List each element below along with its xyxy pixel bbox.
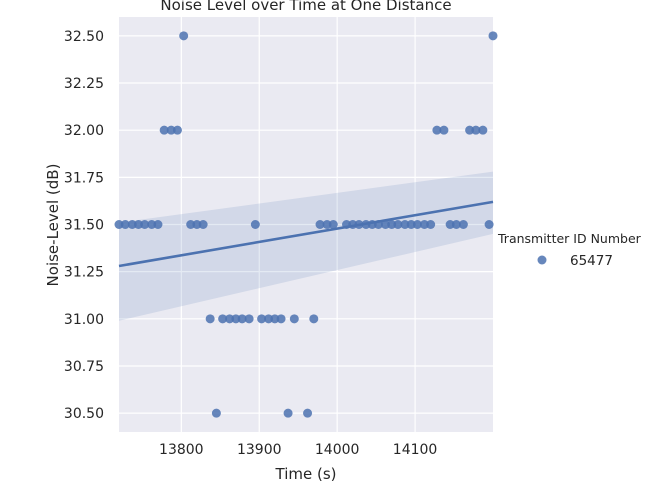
data-point (225, 314, 235, 324)
data-point (172, 125, 182, 135)
x-axis-label: Time (s) (275, 465, 337, 483)
regression-line (118, 200, 494, 268)
y-tick-label: 31.75 (64, 170, 104, 186)
data-point (488, 31, 498, 41)
data-point (484, 220, 494, 229)
data-point (192, 220, 202, 229)
y-tick-label: 32.50 (64, 29, 104, 45)
x-tick-labels: 13800 13900 14000 14100 (159, 442, 437, 458)
data-point (147, 220, 157, 229)
data-point (445, 220, 455, 229)
data-point (393, 220, 403, 229)
data-point (309, 314, 319, 324)
data-point (283, 408, 293, 418)
y-tick-label: 32.00 (64, 123, 104, 139)
data-point (328, 220, 338, 229)
y-axis-label: Noise-Level (dB) (44, 164, 62, 287)
data-point (315, 220, 325, 229)
data-point (458, 220, 468, 229)
data-point (406, 220, 416, 229)
data-point (257, 314, 267, 324)
data-point (186, 220, 196, 229)
data-point (205, 314, 215, 324)
data-point (114, 220, 124, 229)
x-tick-label: 13800 (159, 442, 204, 458)
y-tick-label: 30.75 (64, 359, 104, 375)
data-point (140, 220, 150, 229)
data-point (451, 220, 461, 229)
data-point (478, 125, 488, 135)
y-tick-label: 30.50 (64, 406, 104, 422)
y-tick-label: 31.25 (64, 265, 104, 281)
data-point (303, 408, 313, 418)
data-point (264, 314, 274, 324)
data-point (432, 125, 442, 135)
x-tick-label: 14000 (315, 442, 360, 458)
y-tick-label: 32.25 (64, 76, 104, 92)
data-point (218, 314, 228, 324)
data-point (380, 220, 390, 229)
data-point (127, 220, 137, 229)
x-tick-label: 14100 (393, 442, 438, 458)
legend-label: 65477 (570, 253, 613, 269)
legend-marker (537, 255, 547, 265)
data-point (237, 314, 247, 324)
data-point (471, 125, 481, 135)
y-tick-label: 31.00 (64, 312, 104, 328)
confidence-band (119, 171, 493, 321)
data-point (439, 125, 449, 135)
data-point (465, 125, 475, 135)
data-point (153, 220, 163, 229)
data-point (159, 125, 169, 135)
data-point (211, 408, 221, 418)
data-point (387, 220, 397, 229)
data-point (322, 220, 332, 229)
chart-title: Noise Level over Time at One Distance (160, 0, 451, 14)
data-point (419, 220, 429, 229)
y-tick-labels: 30.50 30.75 31.00 31.25 31.50 31.75 32.00 32.25… (64, 29, 104, 422)
data-point (270, 314, 280, 324)
y-tick-label: 31.50 (64, 218, 104, 234)
data-point (289, 314, 299, 324)
data-point (276, 314, 286, 324)
data-point (166, 125, 176, 135)
data-point (198, 220, 208, 229)
data-point (250, 220, 260, 229)
x-tick-label: 13900 (237, 442, 282, 458)
legend: Transmitter ID Number 65477 (497, 231, 642, 269)
data-point (133, 220, 143, 229)
data-point (426, 220, 436, 229)
data-point (412, 220, 422, 229)
data-point (120, 220, 130, 229)
data-point (231, 314, 241, 324)
legend-title: Transmitter ID Number (497, 231, 642, 246)
data-point (400, 220, 410, 229)
scatter-points (114, 31, 498, 418)
data-point (244, 314, 254, 324)
data-point (179, 31, 189, 41)
